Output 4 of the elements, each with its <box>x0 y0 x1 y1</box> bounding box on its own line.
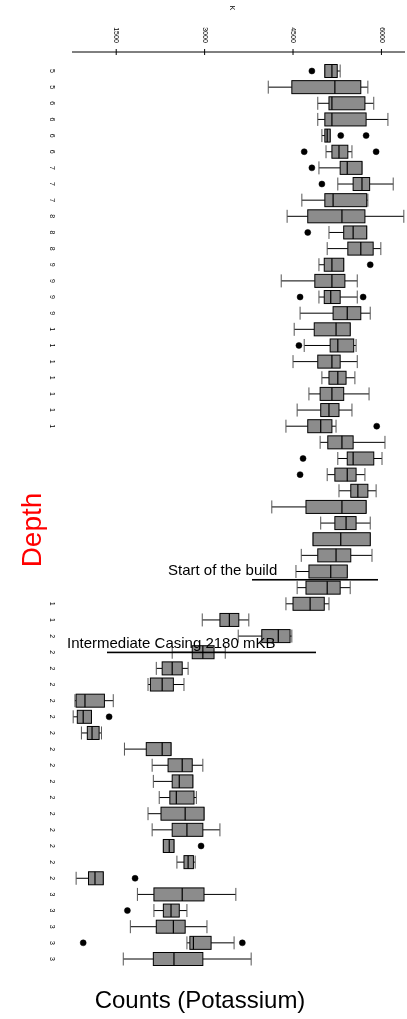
annotation: Intermediate Casing 2180 mKB <box>67 633 276 651</box>
x-axis-title: Counts (Potassium) <box>94 986 306 1013</box>
y-axis-title: Depth <box>16 492 48 568</box>
annotation: Start of the build <box>168 560 278 578</box>
